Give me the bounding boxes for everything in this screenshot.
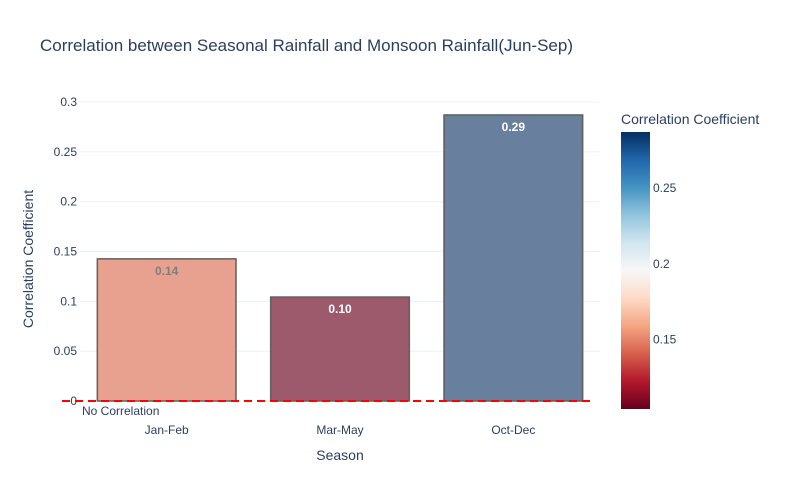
y-tick-label: 0 bbox=[70, 394, 77, 408]
y-tick-label: 0.3 bbox=[60, 95, 77, 109]
y-tick-labels: 0 0.05 0.1 0.15 0.2 0.25 0.3 bbox=[54, 95, 78, 408]
x-tick-label: Jan-Feb bbox=[145, 423, 189, 437]
x-tick-label: Mar-May bbox=[316, 423, 363, 437]
colorbar-tick-label: 0.15 bbox=[653, 333, 677, 347]
bar bbox=[269, 296, 411, 402]
bars: 0.14 0.10 0.29 bbox=[96, 114, 584, 402]
y-axis-title: Correlation Coefficient bbox=[20, 190, 36, 328]
y-tick-label: 0.05 bbox=[54, 344, 78, 358]
colorbar-ticks: 0.15 0.2 0.25 bbox=[653, 181, 677, 347]
y-tick-label: 0.25 bbox=[54, 145, 78, 159]
bar-data-label: 0.10 bbox=[328, 302, 352, 316]
bar-data-label: 0.29 bbox=[502, 120, 526, 134]
bar bbox=[96, 258, 237, 402]
y-tick-label: 0.2 bbox=[60, 195, 77, 209]
colorbar bbox=[621, 132, 650, 409]
colorbar-title: Correlation Coefficient bbox=[621, 111, 759, 127]
x-tick-label: Oct-Dec bbox=[491, 423, 535, 437]
bar bbox=[443, 114, 584, 402]
y-tick-label: 0.15 bbox=[54, 245, 78, 259]
x-axis-title: Season bbox=[316, 447, 363, 463]
reference-line-label: No Correlation bbox=[82, 404, 159, 418]
reference-line-group: No Correlation bbox=[62, 400, 594, 418]
colorbar-tick-label: 0.2 bbox=[653, 257, 670, 271]
colorbar-tick-label: 0.25 bbox=[653, 181, 677, 195]
y-tick-label: 0.1 bbox=[60, 294, 77, 308]
x-tick-labels: Jan-Feb Mar-May Oct-Dec bbox=[145, 423, 536, 437]
bar-data-label: 0.14 bbox=[155, 264, 179, 278]
chart-title: Correlation between Seasonal Rainfall an… bbox=[40, 36, 573, 55]
